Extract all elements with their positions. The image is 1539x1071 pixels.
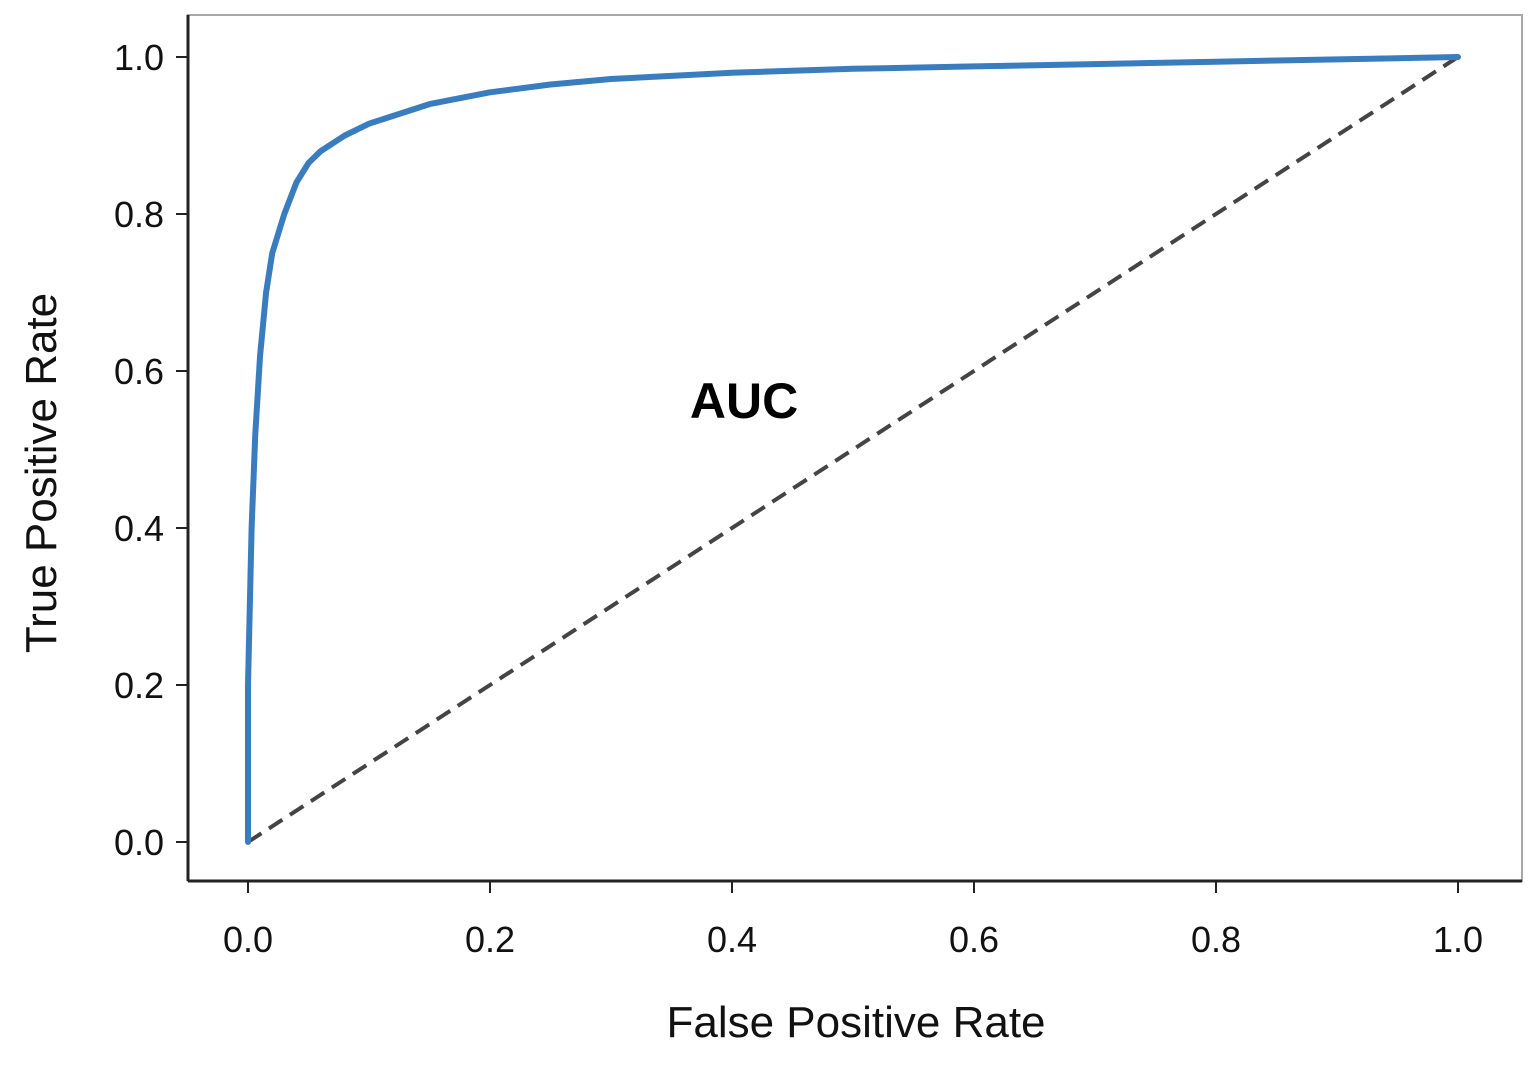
y-tick-label: 1.0 — [114, 37, 164, 78]
x-tick-label: 0.0 — [223, 919, 273, 960]
y-tick-label: 0.6 — [114, 351, 164, 392]
annotation-layer: AUC — [690, 373, 798, 429]
x-tick-label: 1.0 — [1433, 919, 1483, 960]
series-layer — [245, 54, 1461, 845]
y-tick-label: 0.0 — [114, 822, 164, 863]
roc-curve — [245, 54, 1461, 845]
auc-annotation: AUC — [690, 373, 798, 429]
y-ticks: 0.0 0.2 0.4 0.6 0.8 1.0 — [114, 37, 188, 863]
x-axis-title: False Positive Rate — [666, 998, 1045, 1047]
x-tick-label: 0.8 — [1191, 919, 1241, 960]
y-tick-label: 0.8 — [114, 194, 164, 235]
chance-line — [246, 55, 1460, 844]
y-tick-label: 0.2 — [114, 665, 164, 706]
y-axis-title: True Positive Rate — [17, 293, 66, 653]
x-tick-label: 0.6 — [949, 919, 999, 960]
x-tick-label: 0.4 — [707, 919, 757, 960]
y-tick-label: 0.4 — [114, 508, 164, 549]
x-ticks: 0.0 0.2 0.4 0.6 0.8 1.0 — [223, 881, 1483, 960]
x-tick-label: 0.2 — [465, 919, 515, 960]
